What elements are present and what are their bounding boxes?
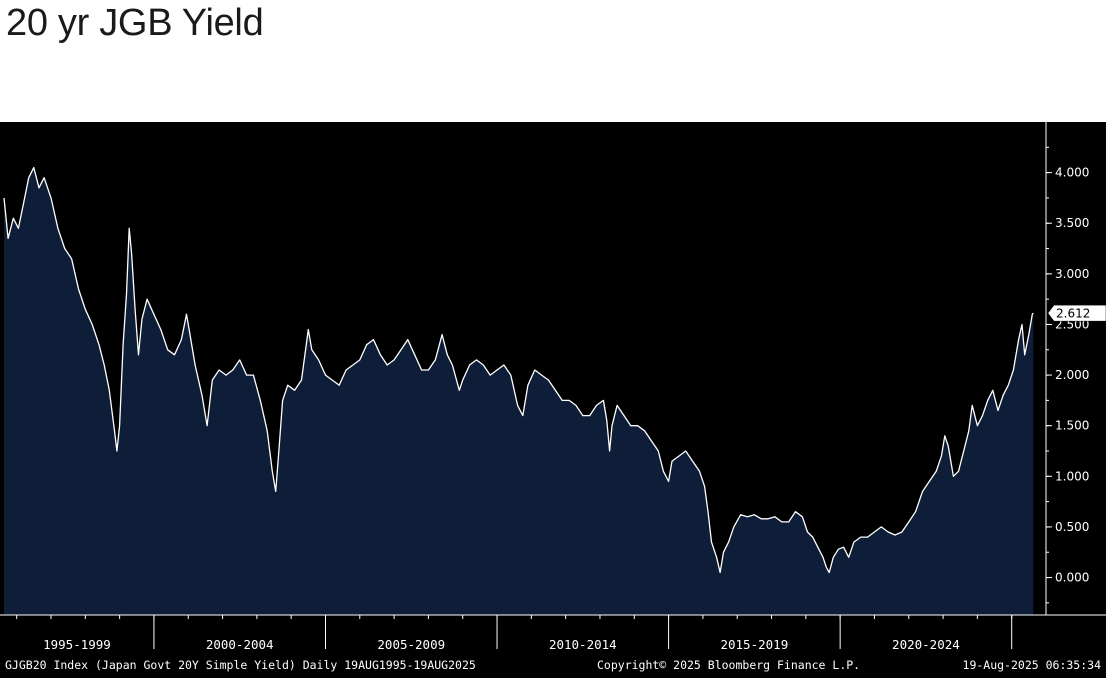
- y-tick-label-0.500: 0.500: [1055, 520, 1089, 534]
- x-tick-label-1995-1999: 1995-1999: [43, 637, 111, 652]
- y-tick-label-2.000: 2.000: [1055, 368, 1089, 382]
- x-tick-label-2000-2004: 2000-2004: [206, 637, 274, 652]
- y-tick-label-4.000: 4.000: [1055, 166, 1089, 180]
- footer-copyright: Copyright© 2025 Bloomberg Finance L.P.: [597, 658, 861, 672]
- x-tick-label-2010-2014: 2010-2014: [549, 637, 617, 652]
- yield-chart: 0.0000.5001.0001.5002.0002.5003.0003.500…: [0, 122, 1106, 652]
- footer-timestamp: 19-Aug-2025 06:35:34: [962, 658, 1101, 672]
- x-tick-label-2015-2019: 2015-2019: [720, 637, 788, 652]
- yield-series-line: [3, 166, 1034, 574]
- yield-area-fill: [4, 167, 1034, 615]
- page-title: 20 yr JGB Yield: [6, 2, 264, 44]
- chart-panel: 0.000 0.500 1.000 1.500 2.000 2.500 3.000 3.500…: [0, 122, 1106, 678]
- y-tick-label-1.500: 1.500: [1055, 419, 1089, 433]
- x-tick-label-2005-2009: 2005-2009: [377, 637, 445, 652]
- y-tick-label-0.000: 0.000: [1055, 571, 1089, 585]
- y-tick-label-1.000: 1.000: [1055, 469, 1089, 483]
- y-tick-label-3.000: 3.000: [1055, 267, 1089, 281]
- x-tick-label-2020-2024: 2020-2024: [892, 637, 960, 652]
- footer-index-description: GJGB20 Index (Japan Govt 20Y Simple Yiel…: [5, 658, 476, 672]
- y-tick-label-3.500: 3.500: [1055, 216, 1089, 230]
- last-value-box: [1047, 304, 1106, 322]
- last-value-label: 2.612: [1056, 307, 1090, 321]
- last-value-marker: 2.612: [1047, 304, 1106, 322]
